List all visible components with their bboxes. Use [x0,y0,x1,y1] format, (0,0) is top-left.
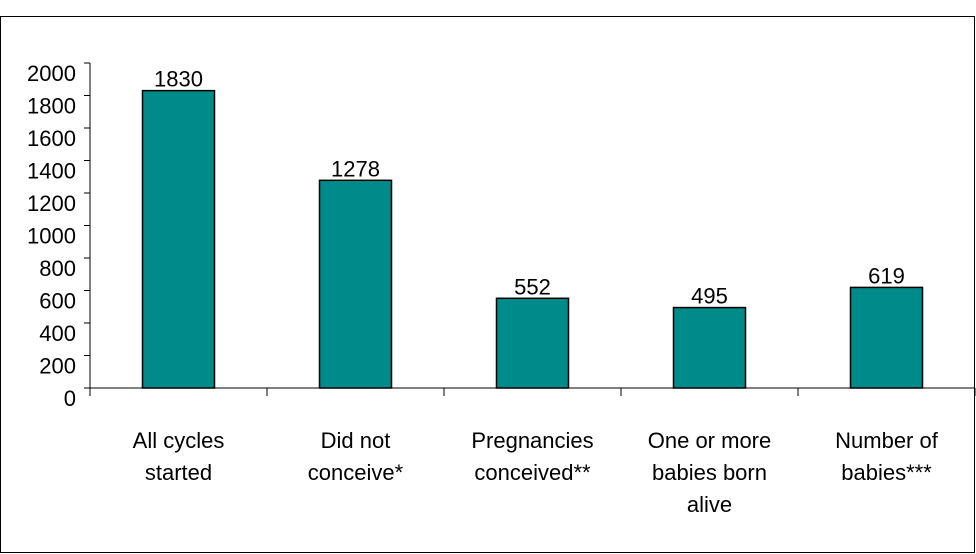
x-category-label: Pregnancies conceived** [471,428,593,485]
y-tick-label: 2000 [27,61,76,86]
bar [495,297,570,389]
x-category-label-line: babies*** [841,460,932,485]
y-tick-label: 800 [39,256,76,281]
data-label: 552 [514,274,551,299]
bar [141,89,216,389]
x-category-label: Did not conceive* [308,428,404,485]
data-label: 495 [691,284,728,309]
x-category-label-line: conceived** [474,460,591,485]
x-category-label-line: Did not [321,428,391,453]
y-tick-label: 1600 [27,126,76,151]
data-label: 1830 [154,67,203,92]
data-label: 1278 [331,156,380,181]
x-category-label-line: conceive* [308,460,404,485]
y-tick-label: 1000 [27,224,76,249]
y-tick-label: 1800 [27,94,76,119]
x-category-label-line: alive [687,492,732,517]
y-tick-label: 0 [64,386,76,411]
data-label: 619 [868,263,905,288]
x-category-label-line: All cycles [133,428,225,453]
y-tick-label: 400 [39,321,76,346]
x-category-label: All cycles started [133,428,225,485]
bars [141,89,924,389]
x-category-label-line: One or more [648,428,772,453]
x-category-label-line: babies born [652,460,767,485]
bar [849,286,924,389]
x-category-label-line: Number of [835,428,939,453]
x-category-label: One or more babies born alive [648,428,772,517]
x-category-label: Number of babies*** [835,428,939,485]
y-tick-label: 1200 [27,191,76,216]
y-tick-label: 200 [39,354,76,379]
y-tick-label: 600 [39,289,76,314]
bar [318,179,393,389]
bar [672,306,747,389]
x-category-label-line: Pregnancies [471,428,593,453]
y-tick-label: 1400 [27,159,76,184]
x-category-label-line: started [145,460,212,485]
labels: 0 200 400 600 800 1000 1200 1400 1600 1800 2000 183… [27,61,939,517]
